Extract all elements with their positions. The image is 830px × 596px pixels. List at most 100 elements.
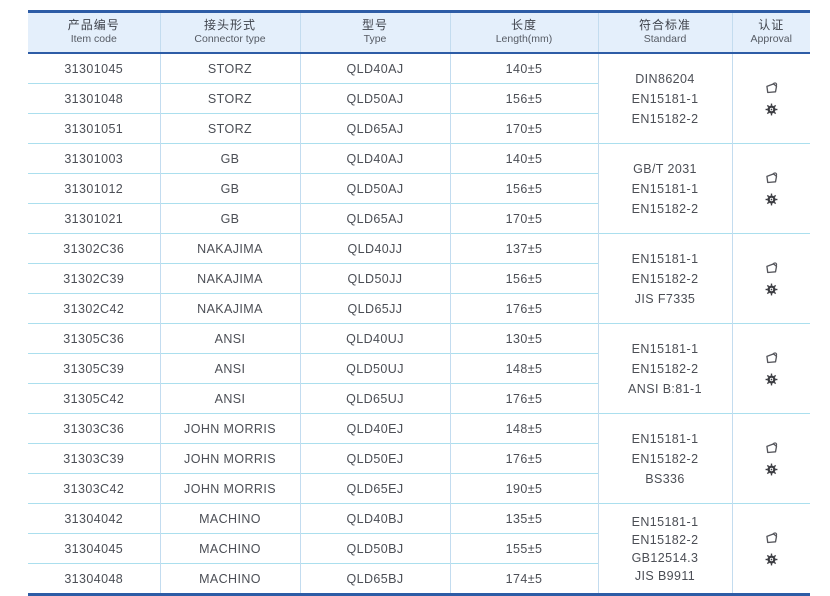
length-cell: 170±5 xyxy=(449,203,598,234)
header-label-en: Approval xyxy=(750,33,792,45)
type-cell: QLD40AJ xyxy=(299,53,450,84)
connector-type-cell: STORZ xyxy=(159,83,300,114)
standard-line: EN15182-2 xyxy=(631,532,699,547)
table-row: 31304042 MACHINO QLD40BJ 135±5 EN15181-1 EN15… xyxy=(28,503,810,593)
header-label-zh: 型号 xyxy=(361,18,388,32)
connector-type-cell: NAKAJIMA xyxy=(159,233,300,264)
item-code-cell: 31305C36 xyxy=(28,323,160,354)
header-cell-connector-type: 接头形式 Connector type xyxy=(159,13,300,54)
connector-type-cell: JOHN MORRIS xyxy=(159,473,300,504)
type-cell: QLD50UJ xyxy=(299,353,450,384)
standard-line: EN15182-2 xyxy=(631,451,699,466)
item-code-cell: 31303C42 xyxy=(28,473,160,504)
length-cell: 156±5 xyxy=(449,83,598,114)
approval-icon-stack xyxy=(734,441,810,476)
connector-type-cell: MACHINO xyxy=(159,563,300,593)
header-label-en: Type xyxy=(363,33,387,45)
approval-cell xyxy=(731,323,810,414)
type-cell: QLD50JJ xyxy=(299,263,450,294)
length-cell: 176±5 xyxy=(449,293,598,324)
connector-type-cell: GB xyxy=(159,203,300,234)
wheel-mark-icon xyxy=(765,553,778,566)
connector-type-cell: GB xyxy=(159,143,300,174)
table-row: 31303C42 JOHN MORRIS QLD65EJ 190±5 xyxy=(28,473,810,504)
connector-type-cell: ANSI xyxy=(159,323,300,354)
standard-line: JIS F7335 xyxy=(634,291,696,306)
connector-type-cell: ANSI xyxy=(159,353,300,384)
item-code-cell: 31301048 xyxy=(28,83,160,114)
standard-line: EN15181-1 xyxy=(631,181,699,196)
type-cell: QLD40BJ xyxy=(299,503,450,534)
connector-type-cell: STORZ xyxy=(159,113,300,144)
header-cell-type: 型号 Type xyxy=(299,13,450,54)
approval-icon-stack xyxy=(734,351,810,386)
header-label-zh: 接头形式 xyxy=(203,18,256,32)
standard-cell: EN15181-1 EN15182-2 ANSI B:81-1 xyxy=(597,323,732,414)
approval-cell xyxy=(731,53,810,144)
item-code-cell: 31302C36 xyxy=(28,233,160,264)
table-row: 31301012 GB QLD50AJ 156±5 xyxy=(28,173,810,204)
length-cell: 148±5 xyxy=(449,413,598,444)
wheel-mark-icon xyxy=(765,463,778,476)
type-cell: QLD65AJ xyxy=(299,203,450,234)
table-row: 31303C39 JOHN MORRIS QLD50EJ 176±5 xyxy=(28,443,810,474)
item-code-cell: 31301051 xyxy=(28,113,160,144)
length-cell: 137±5 xyxy=(449,233,598,264)
length-cell: 176±5 xyxy=(449,443,598,474)
connector-type-cell: MACHINO xyxy=(159,533,300,564)
header-cell-length: 长度 Length(mm) xyxy=(449,13,598,54)
length-cell: 140±5 xyxy=(449,143,598,174)
item-code-cell: 31303C36 xyxy=(28,413,160,444)
standard-line: EN15182-2 xyxy=(631,361,699,376)
standard-line: ANSI B:81-1 xyxy=(628,381,702,396)
standard-line: EN15181-1 xyxy=(631,431,699,446)
standard-line: JIS B9911 xyxy=(634,568,696,583)
certificate-icon xyxy=(763,441,780,456)
standard-cell: GB/T 2031 EN15181-1 EN15182-2 xyxy=(597,143,732,234)
header-label-zh: 符合标准 xyxy=(638,18,691,32)
certificate-icon xyxy=(763,531,780,546)
standard-line: EN15182-2 xyxy=(631,271,699,286)
length-cell: 170±5 xyxy=(449,113,598,144)
length-cell: 176±5 xyxy=(449,383,598,414)
header-label-en: Connector type xyxy=(194,33,266,45)
table-row: 31304045 MACHINO QLD50BJ 155±5 xyxy=(28,533,810,564)
connector-type-cell: MACHINO xyxy=(159,503,300,534)
header-label-zh: 认证 xyxy=(758,18,785,32)
type-cell: QLD65EJ xyxy=(299,473,450,504)
length-cell: 174±5 xyxy=(449,563,598,593)
standard-line: EN15181-1 xyxy=(631,514,699,529)
table-row: 31301021 GB QLD65AJ 170±5 xyxy=(28,203,810,234)
certificate-icon xyxy=(763,81,780,96)
header-label-zh: 长度 xyxy=(510,18,537,32)
table-header: 产品编号 Item code 接头形式 Connector type 型号 Type 长度 L… xyxy=(28,13,810,54)
connector-type-cell: GB xyxy=(159,173,300,204)
type-cell: QLD40JJ xyxy=(299,233,450,264)
item-code-cell: 31304048 xyxy=(28,563,160,593)
type-cell: QLD50AJ xyxy=(299,83,450,114)
table-row: 31302C36 NAKAJIMA QLD40JJ 137±5 EN15181-1 EN1… xyxy=(28,233,810,324)
approval-cell xyxy=(731,413,810,504)
wheel-mark-icon xyxy=(765,373,778,386)
approval-icon-stack xyxy=(734,261,810,296)
item-code-cell: 31304042 xyxy=(28,503,160,534)
table-row: 31302C39 NAKAJIMA QLD50JJ 156±5 xyxy=(28,263,810,294)
type-cell: QLD65JJ xyxy=(299,293,450,324)
table-body: 31301045 STORZ QLD40AJ 140±5 DIN86204 EN15181… xyxy=(28,53,810,593)
standard-line: EN15181-1 xyxy=(631,251,699,266)
header-label-en: Length(mm) xyxy=(495,33,553,45)
table-row: 31305C36 ANSI QLD40UJ 130±5 EN15181-1 EN15182… xyxy=(28,323,810,414)
type-cell: QLD65AJ xyxy=(299,113,450,144)
item-code-cell: 31303C39 xyxy=(28,443,160,474)
connector-type-cell: JOHN MORRIS xyxy=(159,413,300,444)
item-code-cell: 31301003 xyxy=(28,143,160,174)
wheel-mark-icon xyxy=(765,193,778,206)
header-cell-standard: 符合标准 Standard xyxy=(597,13,732,54)
type-cell: QLD50BJ xyxy=(299,533,450,564)
item-code-cell: 31302C39 xyxy=(28,263,160,294)
certificate-icon xyxy=(763,171,780,186)
standard-cell: EN15181-1 EN15182-2 BS336 xyxy=(597,413,732,504)
length-cell: 190±5 xyxy=(449,473,598,504)
item-code-cell: 31305C39 xyxy=(28,353,160,384)
header-cell-item-code: 产品编号 Item code xyxy=(28,13,160,54)
